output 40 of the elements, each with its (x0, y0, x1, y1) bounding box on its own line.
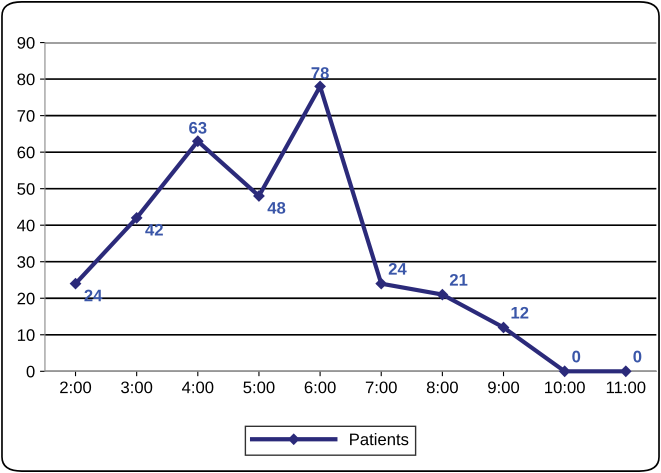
y-tick-label: 0 (26, 366, 35, 378)
data-label: 63 (189, 122, 206, 134)
x-tick-label: 9:00 (488, 381, 520, 394)
x-tick-label: 10:00 (545, 381, 585, 394)
y-tick-label: 90 (17, 36, 35, 49)
point (70, 278, 82, 290)
x-tick-label: 4:00 (182, 381, 214, 394)
x-tick-label: 8:00 (426, 381, 458, 394)
point (131, 212, 142, 224)
text: Patients (350, 433, 408, 446)
y-tick-label: 10 (18, 329, 35, 341)
data-label: 24 (388, 262, 407, 275)
x-tick-label: 6:00 (304, 381, 336, 394)
data-label: 78 (312, 67, 329, 79)
y-tick-label: 30 (17, 256, 35, 268)
x-tick-label: 2:00 (60, 381, 92, 394)
data-label: 21 (450, 274, 468, 286)
point (436, 288, 448, 300)
data-label: 48 (268, 202, 286, 214)
point (498, 322, 510, 334)
y-tick-label: 80 (17, 73, 35, 86)
data-label: 0 (633, 350, 642, 362)
x-tick-label: 5:00 (243, 381, 275, 394)
x-tick-label: 11:00 (606, 381, 646, 394)
y-tick-label: 40 (17, 220, 35, 232)
point (192, 136, 204, 147)
y-tick-label: 50 (17, 183, 35, 195)
point (559, 366, 570, 377)
x-tick-label: 7:00 (366, 381, 397, 394)
data-label: 12 (512, 306, 528, 318)
data-label: 0 (572, 350, 580, 362)
point (376, 278, 387, 290)
point (620, 366, 632, 377)
point (253, 190, 265, 202)
data-label: 42 (145, 224, 163, 236)
y-tick-label: 70 (18, 110, 35, 122)
point (314, 80, 326, 92)
x-tick-label: 3:00 (121, 381, 152, 394)
y-tick-label: 20 (18, 292, 35, 304)
y-tick-label: 60 (18, 146, 35, 158)
